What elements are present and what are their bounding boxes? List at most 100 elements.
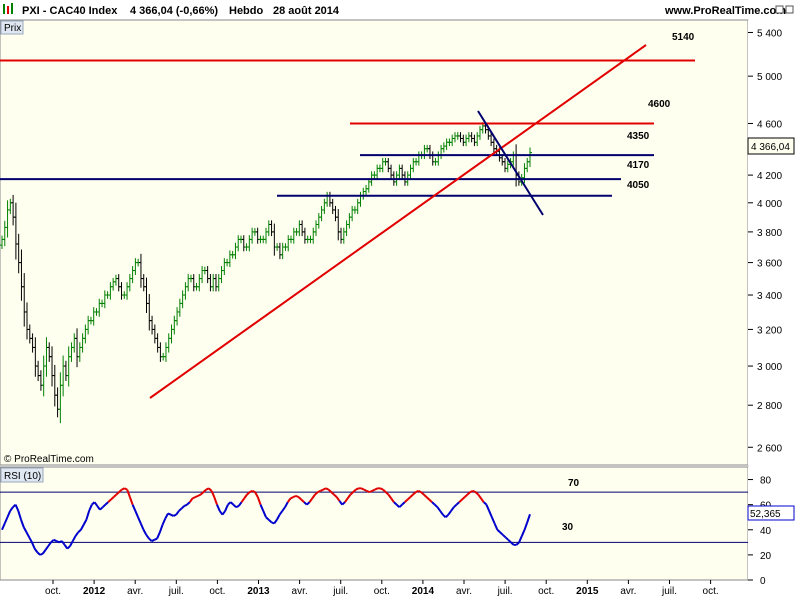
chart-type-icon[interactable]: [3, 3, 13, 14]
rsi-segment: [80, 524, 85, 531]
rsi-segment: [387, 494, 393, 499]
rsi-segment: [134, 510, 139, 518]
resistance-trendline[interactable]: [477, 110, 544, 216]
x-tick-label: oct.: [209, 586, 225, 597]
rsi-segment: [167, 512, 172, 516]
rsi-segment: [363, 488, 368, 492]
rsi-segment: [284, 501, 289, 508]
rsi-segment: [148, 537, 153, 542]
level-lines: 5140 4600 4350 4170 4050: [0, 32, 695, 197]
rsi-segment: [240, 497, 246, 503]
rsi-segment: [121, 487, 125, 491]
rsi-segment: [520, 529, 526, 537]
rsi-segment: [493, 523, 499, 531]
rsi-segment: [208, 487, 213, 492]
rsi-segment: [56, 540, 60, 544]
rsi-segment: [3, 516, 9, 524]
rsi-segment: [507, 539, 512, 544]
rsi-segment: [158, 524, 164, 533]
rsi-segment: [406, 496, 411, 501]
period-label: Hebdo: [229, 5, 264, 17]
panel-controls[interactable]: [775, 5, 794, 14]
rsi-segment: [66, 545, 71, 550]
rsi-segment: [227, 501, 232, 506]
rsi-segment: [170, 513, 174, 517]
rsi-segment: [202, 488, 207, 493]
rsi-segment: [229, 501, 235, 506]
rsi-segment: [210, 490, 216, 498]
rsi-segment: [320, 488, 324, 492]
rsi-segment: [249, 489, 253, 494]
rsi-segment: [431, 501, 436, 506]
rsi-segment: [268, 518, 273, 523]
x-tick-label: 2013: [247, 586, 270, 597]
rsi-segment: [398, 503, 403, 508]
rsi-segment: [395, 503, 401, 508]
minimize-icon[interactable]: [775, 5, 784, 14]
price-tick-label: 5 400: [757, 28, 782, 39]
rsi-segment: [246, 491, 251, 496]
rsi-segment: [156, 531, 161, 539]
rsi-segment: [25, 531, 31, 538]
rsi-segment: [221, 510, 226, 516]
rsi-segment: [145, 534, 150, 540]
rsi-tab-label: RSI (10): [4, 471, 41, 482]
ohlc-bar: [528, 147, 532, 167]
rsi-segment: [110, 496, 115, 501]
rsi-segment: [273, 519, 278, 525]
rsi-segment: [469, 489, 474, 494]
rsi-segment: [425, 496, 430, 501]
level-label: 4050: [627, 180, 650, 191]
price-tick-label: 3 200: [757, 325, 782, 336]
rsi-segment: [308, 497, 314, 503]
rsi-segment: [488, 510, 493, 518]
price-tick-label: 4 000: [757, 199, 782, 210]
rsi-tick-label: 0: [760, 576, 766, 587]
rsi-segment: [164, 512, 169, 519]
price-tick-label: 3 800: [757, 228, 782, 239]
rsi-segment: [74, 531, 80, 537]
rsi-segment: [139, 523, 145, 531]
rsi-segment: [28, 536, 33, 543]
x-tick-label: avr.: [620, 586, 636, 597]
rsi-segment: [290, 496, 294, 500]
rsi-segment: [278, 510, 284, 516]
rsi-segment: [444, 513, 450, 518]
rsi-segment: [39, 552, 44, 556]
rsi-segment: [382, 488, 387, 493]
rsi-segment: [192, 496, 196, 500]
rsi-segment: [243, 494, 248, 499]
rsi-segment: [355, 487, 359, 491]
rsi-segment: [306, 501, 311, 506]
x-tick-label: oct.: [45, 586, 61, 597]
x-axis: oct. 2012 avr. juil. oct. 2013 avr. juil. oct. 20…: [45, 580, 719, 597]
rsi-segment: [112, 493, 117, 498]
rsi-segment: [151, 538, 155, 542]
maximize-icon[interactable]: [785, 5, 794, 14]
rsi-tab[interactable]: [0, 467, 44, 483]
rsi-segment: [14, 504, 20, 512]
rsi-segment: [107, 498, 112, 503]
rsi-segment: [369, 489, 373, 494]
rsi-tick-label: 80: [760, 476, 772, 487]
rsi-current-label: 52,365: [750, 509, 781, 520]
price-tick-label: 5 000: [757, 72, 782, 83]
last-change: 4 366,04 (-0,66%): [130, 5, 218, 17]
rsi-segment: [325, 487, 330, 491]
rsi-segment: [254, 491, 259, 498]
rsi-segment: [50, 539, 55, 544]
rsi-segment: [22, 526, 28, 533]
rsi-segment: [276, 514, 281, 521]
support-trendline[interactable]: [149, 44, 647, 399]
rsi-segment: [523, 521, 529, 531]
x-tick-label: oct.: [538, 586, 554, 597]
price-tick-label: 2 600: [757, 443, 782, 454]
price-tab[interactable]: [0, 20, 24, 35]
rsi-segment: [61, 540, 66, 546]
rsi-segment: [515, 541, 520, 546]
rsi-segment: [69, 540, 74, 547]
rsi-segment: [371, 488, 376, 492]
rsi-segment: [237, 501, 243, 507]
rsi-segment: [317, 489, 321, 494]
rsi-segment: [420, 491, 425, 496]
